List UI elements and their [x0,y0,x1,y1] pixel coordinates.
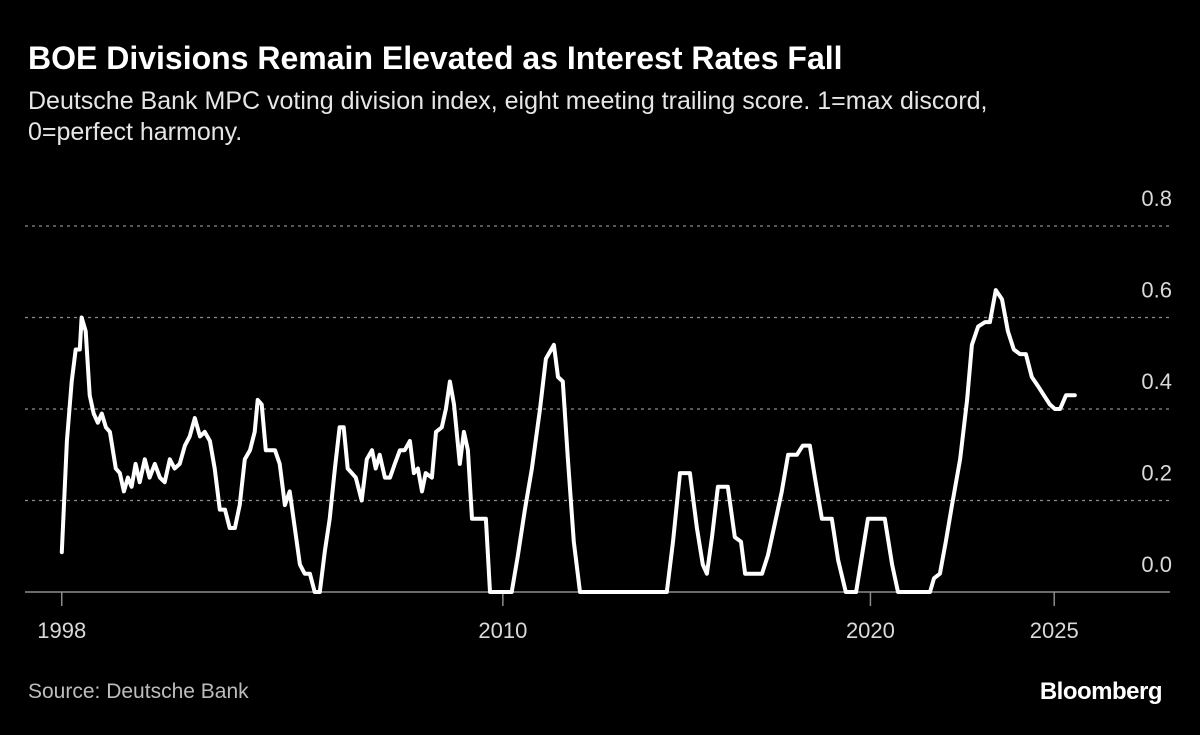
source-note: Source: Deutsche Bank [28,680,249,703]
data-line [59,288,1077,594]
x-tick-label: 1998 [37,618,86,643]
x-tick-label: 2025 [1030,618,1079,643]
x-tick-label: 2020 [846,618,895,643]
y-tick-label: 0.8 [1141,186,1172,211]
chart-title: BOE Divisions Remain Elevated as Interes… [28,40,843,76]
y-tick-label: 0.2 [1141,460,1172,485]
brand-logo: Bloomberg [1039,678,1163,705]
y-tick-label: 0.4 [1141,369,1172,394]
chart-subtitle: Deutsche Bank MPC voting division index,… [28,87,988,146]
x-tick-label: 2010 [478,618,527,643]
y-tick-label: 0.6 [1141,277,1172,302]
y-tick-label: 0.0 [1141,552,1172,577]
